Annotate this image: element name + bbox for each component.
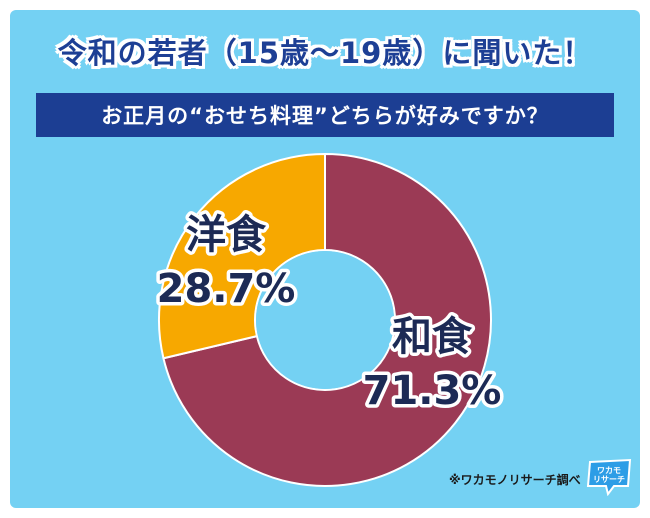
page-title: 令和の若者（15歳～19歳）に聞いた！: [57, 36, 593, 70]
slice-value-1: 28.7%: [157, 266, 296, 312]
donut-hole: [256, 251, 394, 389]
source-note: ※ワカモノリサーチ調べ: [449, 473, 581, 487]
brand-logo: ワカモ リサーチ: [586, 458, 632, 496]
slice-label-0: 和食: [392, 314, 473, 360]
slice-label-1: 洋食: [186, 212, 267, 258]
slice-1: [158, 152, 326, 360]
logo-line-1: ワカモ: [597, 466, 621, 475]
slice-value-0: 71.3%: [363, 368, 502, 414]
logo-line-2: リサーチ: [593, 475, 625, 484]
slice-0: [162, 152, 492, 487]
question-banner: お正月の“おせち料理”どちらが好みですか？: [36, 93, 614, 137]
